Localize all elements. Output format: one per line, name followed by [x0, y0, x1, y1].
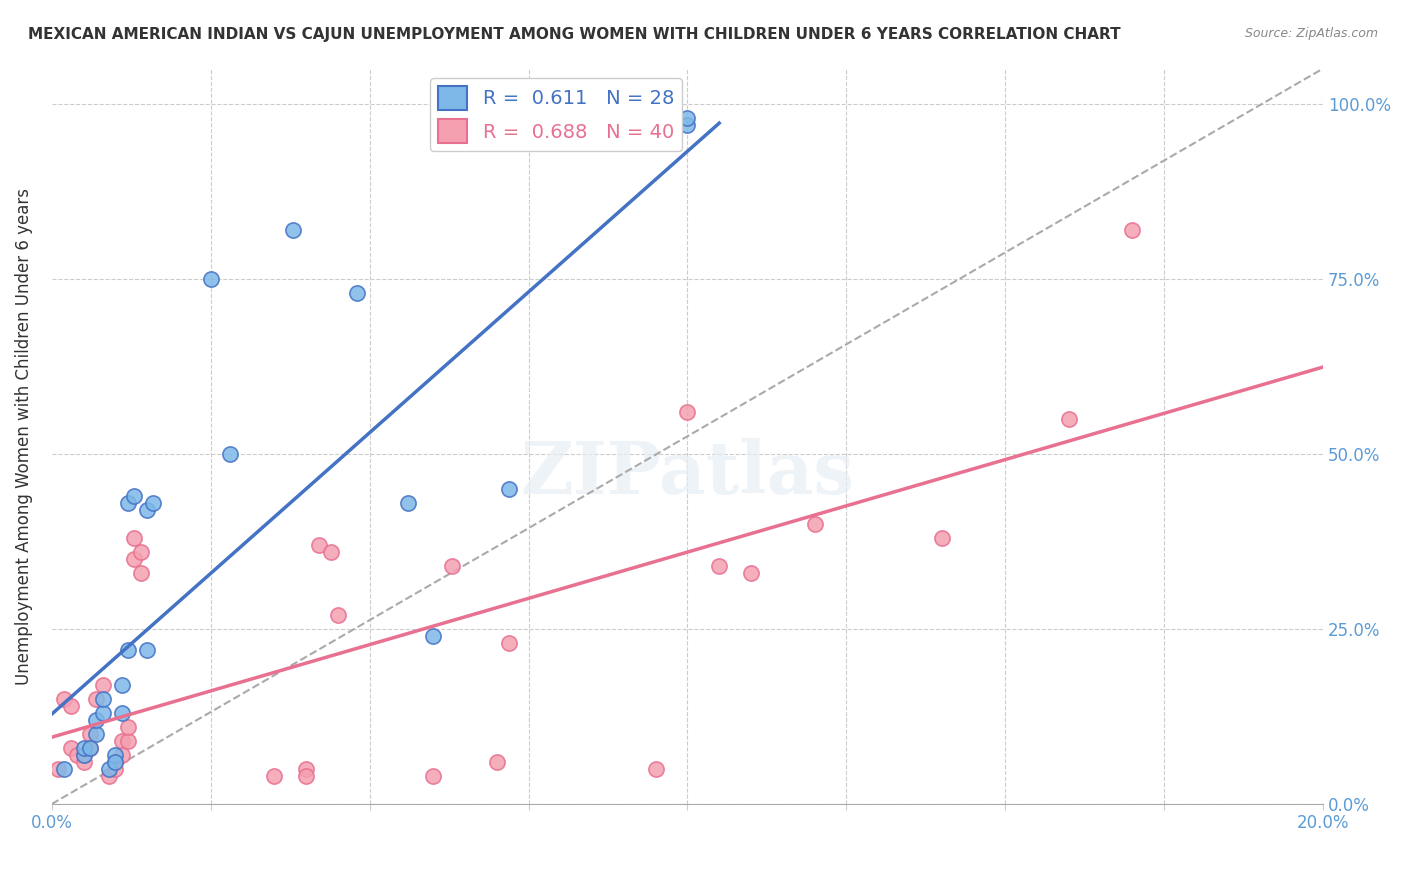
Point: [441, 558, 464, 573]
Point: [91, 706, 114, 720]
Point: [295, 762, 318, 776]
Y-axis label: Unemployment Among Women with Children Under 6 years: Unemployment Among Women with Children U…: [15, 187, 32, 685]
Point: [124, 531, 146, 545]
Point: [111, 706, 134, 720]
Text: Source: ZipAtlas.com: Source: ZipAtlas.com: [1244, 27, 1378, 40]
Point: [803, 516, 825, 531]
Point: [218, 447, 240, 461]
Point: [79, 727, 101, 741]
Point: [142, 496, 165, 510]
Point: [97, 769, 120, 783]
Point: [263, 769, 285, 783]
Point: [676, 111, 699, 125]
Point: [111, 678, 134, 692]
Point: [59, 698, 82, 713]
Point: [91, 678, 114, 692]
Point: [97, 762, 120, 776]
Point: [200, 271, 222, 285]
Point: [422, 629, 444, 643]
Point: [740, 566, 762, 580]
Point: [485, 755, 508, 769]
Point: [136, 503, 159, 517]
Point: [117, 496, 139, 510]
Point: [308, 538, 330, 552]
Point: [72, 747, 94, 762]
Point: [66, 747, 89, 762]
Point: [498, 636, 520, 650]
Point: [104, 755, 127, 769]
Point: [124, 551, 146, 566]
Point: [321, 545, 343, 559]
Point: [422, 769, 444, 783]
Point: [124, 489, 146, 503]
Point: [46, 762, 69, 776]
Point: [129, 566, 152, 580]
Text: ZIPatlas: ZIPatlas: [520, 437, 855, 508]
Point: [53, 762, 76, 776]
Point: [84, 692, 107, 706]
Point: [84, 713, 107, 727]
Point: [676, 405, 699, 419]
Point: [117, 643, 139, 657]
Point: [111, 734, 134, 748]
Point: [117, 734, 139, 748]
Point: [129, 545, 152, 559]
Point: [79, 741, 101, 756]
Point: [72, 741, 94, 756]
Point: [346, 285, 368, 300]
Point: [1121, 222, 1143, 236]
Point: [709, 558, 731, 573]
Point: [396, 496, 419, 510]
Point: [1057, 411, 1080, 425]
Point: [295, 769, 318, 783]
Point: [117, 720, 139, 734]
Point: [72, 747, 94, 762]
Point: [283, 222, 305, 236]
Text: MEXICAN AMERICAN INDIAN VS CAJUN UNEMPLOYMENT AMONG WOMEN WITH CHILDREN UNDER 6 : MEXICAN AMERICAN INDIAN VS CAJUN UNEMPLO…: [28, 27, 1121, 42]
Point: [644, 762, 666, 776]
Point: [91, 692, 114, 706]
Point: [53, 692, 76, 706]
Point: [59, 741, 82, 756]
Point: [72, 755, 94, 769]
Point: [498, 482, 520, 496]
Point: [326, 607, 349, 622]
Point: [676, 118, 699, 132]
Point: [104, 747, 127, 762]
Legend: R =  0.611   N = 28, R =  0.688   N = 40: R = 0.611 N = 28, R = 0.688 N = 40: [430, 78, 682, 151]
Point: [136, 643, 159, 657]
Point: [111, 747, 134, 762]
Point: [84, 727, 107, 741]
Point: [104, 762, 127, 776]
Point: [931, 531, 953, 545]
Point: [79, 741, 101, 756]
Point: [104, 755, 127, 769]
